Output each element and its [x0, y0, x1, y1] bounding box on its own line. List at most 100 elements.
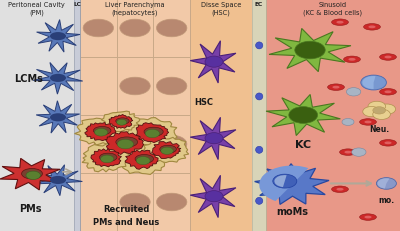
Text: Peritoneal Cavity
(PM): Peritoneal Cavity (PM) — [8, 2, 65, 16]
Text: PMs and Neus: PMs and Neus — [93, 217, 159, 226]
Ellipse shape — [384, 91, 392, 94]
Text: moMs: moMs — [276, 206, 308, 216]
Ellipse shape — [336, 188, 344, 191]
Circle shape — [378, 105, 396, 115]
Ellipse shape — [380, 55, 396, 61]
Ellipse shape — [332, 20, 348, 26]
Bar — [80, 0, 190, 231]
Polygon shape — [190, 176, 236, 218]
Circle shape — [136, 157, 150, 165]
Ellipse shape — [380, 140, 396, 146]
Polygon shape — [33, 63, 83, 95]
Circle shape — [100, 155, 114, 163]
Text: Liver Parenchyma
(hepatocytes): Liver Parenchyma (hepatocytes) — [105, 2, 165, 16]
Circle shape — [120, 193, 150, 211]
Polygon shape — [125, 151, 158, 170]
Ellipse shape — [256, 198, 263, 204]
Circle shape — [83, 20, 114, 38]
Text: KC: KC — [295, 139, 311, 149]
Circle shape — [368, 102, 386, 112]
Ellipse shape — [256, 43, 263, 50]
Circle shape — [120, 20, 150, 38]
Polygon shape — [190, 42, 236, 84]
Ellipse shape — [50, 114, 66, 122]
Ellipse shape — [50, 74, 66, 83]
Polygon shape — [91, 149, 122, 167]
Ellipse shape — [336, 22, 344, 24]
Polygon shape — [255, 164, 329, 204]
Wedge shape — [378, 179, 390, 189]
Circle shape — [295, 42, 325, 60]
Ellipse shape — [205, 191, 223, 202]
Text: Sinusoid
(KC & Blood cells): Sinusoid (KC & Blood cells) — [304, 2, 362, 16]
Ellipse shape — [100, 153, 117, 162]
Circle shape — [156, 193, 187, 211]
Bar — [74, 0, 80, 231]
Ellipse shape — [144, 128, 163, 137]
Ellipse shape — [256, 94, 263, 100]
Ellipse shape — [116, 137, 138, 148]
Circle shape — [373, 107, 386, 115]
Text: LC: LC — [73, 2, 81, 7]
Ellipse shape — [205, 133, 223, 144]
Ellipse shape — [344, 151, 352, 154]
Bar — [252, 0, 266, 231]
Ellipse shape — [256, 147, 263, 154]
Bar — [0, 0, 74, 231]
Polygon shape — [74, 118, 124, 145]
Text: EC: EC — [255, 2, 263, 7]
Wedge shape — [362, 77, 376, 90]
Circle shape — [161, 148, 173, 155]
Text: mo.: mo. — [378, 195, 394, 204]
Polygon shape — [36, 21, 80, 53]
Ellipse shape — [160, 146, 176, 153]
Polygon shape — [115, 144, 169, 175]
Circle shape — [363, 107, 380, 117]
Text: Neu.: Neu. — [369, 125, 389, 134]
Polygon shape — [152, 142, 181, 159]
Circle shape — [117, 140, 134, 149]
Circle shape — [352, 148, 366, 157]
Ellipse shape — [340, 149, 356, 156]
Polygon shape — [266, 95, 340, 136]
Ellipse shape — [368, 26, 376, 29]
Circle shape — [145, 130, 160, 138]
Polygon shape — [101, 112, 140, 132]
Circle shape — [120, 78, 150, 95]
Circle shape — [346, 88, 361, 97]
Ellipse shape — [384, 56, 392, 59]
Circle shape — [117, 120, 127, 126]
Ellipse shape — [116, 118, 129, 125]
Ellipse shape — [328, 85, 344, 91]
Text: Disse Space
(HSC): Disse Space (HSC) — [201, 2, 241, 16]
Ellipse shape — [332, 86, 340, 89]
Text: HSC: HSC — [194, 97, 214, 106]
Circle shape — [289, 107, 318, 124]
Ellipse shape — [360, 214, 376, 220]
Circle shape — [156, 20, 187, 38]
Ellipse shape — [22, 169, 42, 179]
Ellipse shape — [332, 186, 348, 193]
Circle shape — [342, 119, 354, 126]
Circle shape — [373, 110, 390, 120]
Polygon shape — [144, 137, 189, 163]
Ellipse shape — [135, 155, 154, 164]
Ellipse shape — [384, 142, 392, 145]
Ellipse shape — [364, 216, 372, 219]
Polygon shape — [36, 101, 80, 134]
Polygon shape — [34, 165, 82, 196]
Circle shape — [94, 129, 108, 137]
Ellipse shape — [205, 57, 223, 68]
Circle shape — [156, 136, 187, 153]
Circle shape — [156, 78, 187, 95]
Bar — [190, 0, 252, 231]
Polygon shape — [269, 29, 351, 72]
Circle shape — [376, 178, 396, 189]
Circle shape — [120, 136, 150, 153]
Polygon shape — [0, 159, 60, 190]
Ellipse shape — [364, 121, 372, 124]
Wedge shape — [259, 166, 308, 201]
Ellipse shape — [364, 24, 380, 31]
Ellipse shape — [360, 119, 376, 126]
Polygon shape — [190, 118, 236, 160]
